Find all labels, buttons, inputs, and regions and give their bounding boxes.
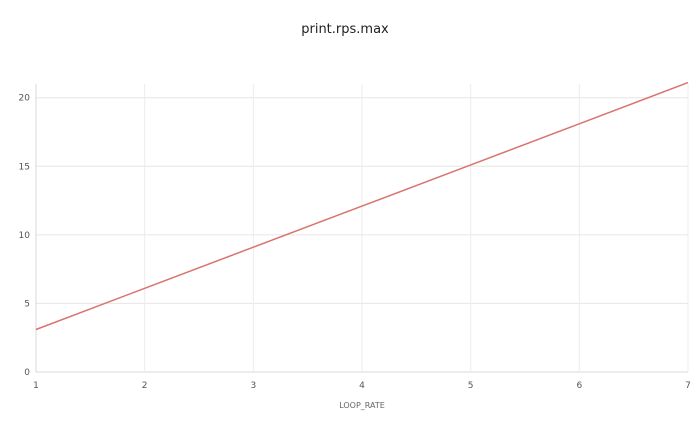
grid	[35, 84, 689, 373]
x-axis-label: LOOP_RATE	[339, 401, 385, 410]
chart-title: print.rps.max	[301, 22, 389, 37]
series-group	[35, 81, 689, 331]
x-tick-label-7: 7	[685, 381, 690, 391]
x-tick-label-3: 3	[250, 381, 256, 391]
x-tick-label-4: 4	[359, 381, 365, 391]
y-tick-label-5: 5	[24, 299, 30, 309]
y-tick-label-20: 20	[19, 94, 31, 104]
y-tick-label-10: 10	[19, 231, 31, 241]
x-tick-label-5: 5	[468, 381, 474, 391]
x-tick-label-1: 1	[33, 381, 39, 391]
x-tick-labels: 1 2 3 4 5 6 7	[33, 381, 690, 391]
series-line-0	[35, 81, 689, 331]
y-tick-labels: 0 5 10 15 20	[19, 94, 31, 378]
y-tick-label-0: 0	[24, 368, 30, 378]
y-tick-label-15: 15	[19, 162, 30, 172]
x-tick-label-2: 2	[142, 381, 148, 391]
x-tick-label-6: 6	[576, 381, 582, 391]
